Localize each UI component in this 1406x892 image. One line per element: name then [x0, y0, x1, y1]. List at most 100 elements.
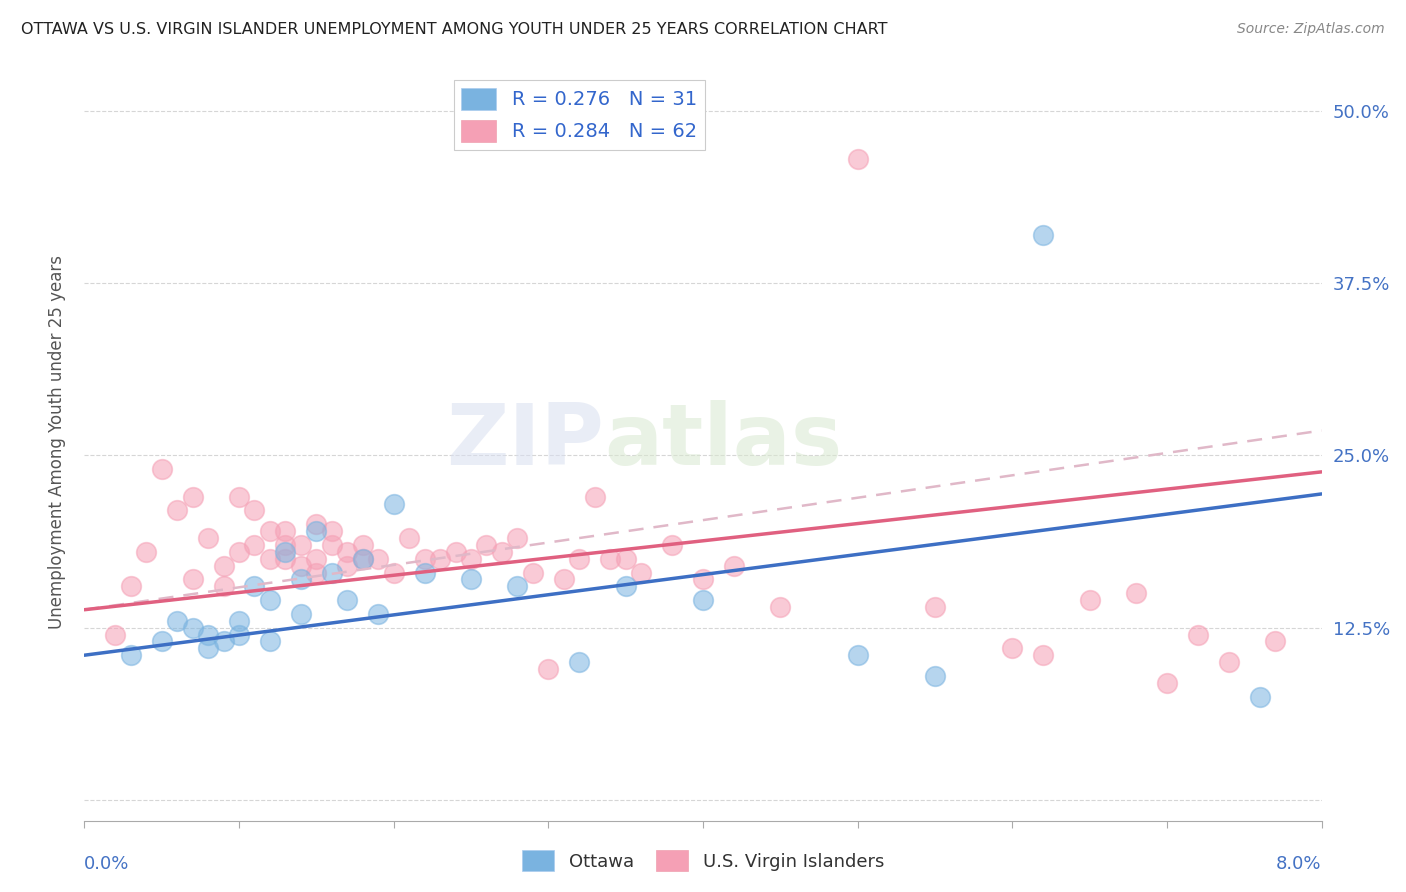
Point — [846, 152, 869, 166]
Point — [181, 573, 204, 587]
Point — [135, 545, 157, 559]
Point — [104, 627, 127, 641]
Point — [846, 648, 869, 663]
Point — [413, 566, 436, 580]
Point — [336, 558, 359, 573]
Point — [243, 503, 266, 517]
Point — [1218, 655, 1240, 669]
Point — [460, 551, 482, 566]
Point — [352, 551, 374, 566]
Legend: Ottawa, U.S. Virgin Islanders: Ottawa, U.S. Virgin Islanders — [515, 843, 891, 879]
Point — [568, 655, 591, 669]
Point — [290, 573, 312, 587]
Point — [274, 545, 297, 559]
Point — [1156, 675, 1178, 690]
Point — [491, 545, 513, 559]
Point — [723, 558, 745, 573]
Point — [367, 551, 389, 566]
Point — [305, 551, 328, 566]
Legend: R = 0.276   N = 31, R = 0.284   N = 62: R = 0.276 N = 31, R = 0.284 N = 62 — [454, 79, 704, 150]
Point — [290, 538, 312, 552]
Point — [1001, 641, 1024, 656]
Point — [181, 621, 204, 635]
Point — [259, 634, 281, 648]
Point — [692, 573, 714, 587]
Point — [1249, 690, 1271, 704]
Point — [197, 641, 219, 656]
Text: Source: ZipAtlas.com: Source: ZipAtlas.com — [1237, 22, 1385, 37]
Point — [305, 524, 328, 538]
Point — [382, 497, 405, 511]
Point — [150, 462, 173, 476]
Point — [460, 573, 482, 587]
Point — [444, 545, 467, 559]
Point — [1187, 627, 1209, 641]
Point — [181, 490, 204, 504]
Point — [413, 551, 436, 566]
Point — [692, 593, 714, 607]
Point — [382, 566, 405, 580]
Point — [305, 517, 328, 532]
Point — [274, 524, 297, 538]
Point — [1032, 648, 1054, 663]
Text: OTTAWA VS U.S. VIRGIN ISLANDER UNEMPLOYMENT AMONG YOUTH UNDER 25 YEARS CORRELATI: OTTAWA VS U.S. VIRGIN ISLANDER UNEMPLOYM… — [21, 22, 887, 37]
Point — [274, 538, 297, 552]
Point — [398, 531, 420, 545]
Point — [1264, 634, 1286, 648]
Point — [537, 662, 560, 676]
Point — [336, 593, 359, 607]
Point — [120, 648, 142, 663]
Point — [321, 566, 343, 580]
Text: ZIP: ZIP — [446, 400, 605, 483]
Point — [367, 607, 389, 621]
Point — [212, 634, 235, 648]
Point — [197, 627, 219, 641]
Point — [352, 551, 374, 566]
Point — [614, 551, 637, 566]
Point — [321, 524, 343, 538]
Point — [290, 558, 312, 573]
Point — [228, 627, 250, 641]
Point — [475, 538, 498, 552]
Point — [120, 579, 142, 593]
Point — [568, 551, 591, 566]
Point — [212, 579, 235, 593]
Point — [924, 599, 946, 614]
Point — [1078, 593, 1101, 607]
Point — [1032, 227, 1054, 242]
Point — [429, 551, 451, 566]
Point — [661, 538, 683, 552]
Point — [228, 545, 250, 559]
Text: atlas: atlas — [605, 400, 842, 483]
Point — [228, 614, 250, 628]
Point — [259, 593, 281, 607]
Point — [243, 538, 266, 552]
Text: 8.0%: 8.0% — [1277, 855, 1322, 873]
Point — [583, 490, 606, 504]
Point — [769, 599, 792, 614]
Point — [228, 490, 250, 504]
Point — [274, 551, 297, 566]
Point — [506, 579, 529, 593]
Point — [553, 573, 575, 587]
Point — [259, 551, 281, 566]
Point — [1125, 586, 1147, 600]
Point — [630, 566, 652, 580]
Y-axis label: Unemployment Among Youth under 25 years: Unemployment Among Youth under 25 years — [48, 254, 66, 629]
Point — [243, 579, 266, 593]
Point — [352, 538, 374, 552]
Point — [506, 531, 529, 545]
Point — [614, 579, 637, 593]
Point — [166, 614, 188, 628]
Point — [197, 531, 219, 545]
Point — [336, 545, 359, 559]
Point — [599, 551, 621, 566]
Point — [321, 538, 343, 552]
Point — [924, 669, 946, 683]
Point — [150, 634, 173, 648]
Text: 0.0%: 0.0% — [84, 855, 129, 873]
Point — [259, 524, 281, 538]
Point — [166, 503, 188, 517]
Point — [522, 566, 544, 580]
Point — [290, 607, 312, 621]
